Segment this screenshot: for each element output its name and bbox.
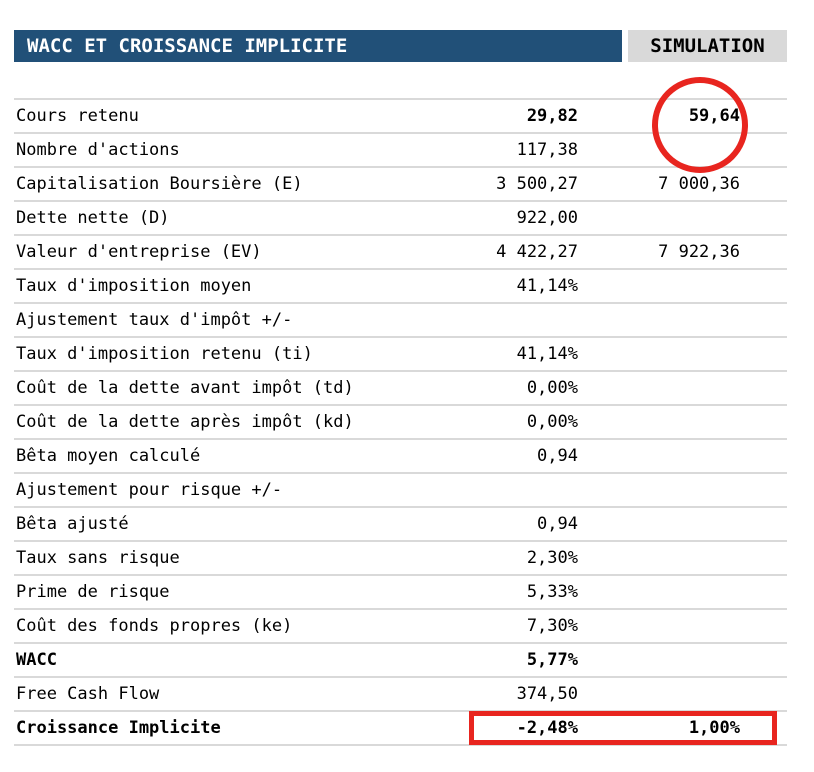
value-cell[interactable]: 2,30% xyxy=(526,548,578,568)
table-row-prime-de-risque: Prime de risque 5,33% xyxy=(14,574,787,608)
value-cell[interactable]: 4 422,27 xyxy=(496,242,578,262)
table-row-wacc: WACC 5,77% xyxy=(14,642,787,676)
row-label[interactable]: Coût des fonds propres (ke) xyxy=(16,616,293,636)
value-cell[interactable]: 41,14% xyxy=(516,344,578,364)
value-cell[interactable]: 374,50 xyxy=(516,684,578,704)
simulation-cell[interactable] xyxy=(622,338,787,370)
row-label[interactable]: Free Cash Flow xyxy=(16,684,160,704)
simulation-cell[interactable] xyxy=(622,644,787,676)
simulation-cell[interactable] xyxy=(622,576,787,608)
section-title[interactable]: WACC ET CROISSANCE IMPLICITE xyxy=(14,30,622,62)
header-spacer xyxy=(14,62,787,98)
row-label[interactable]: Taux sans risque xyxy=(16,548,180,568)
value-cell[interactable]: 0,00% xyxy=(526,378,578,398)
table-row-croissance-implicite: Croissance Implicite -2,48% 1,00% xyxy=(14,710,787,746)
table-row-nombre-actions: Nombre d'actions 117,38 xyxy=(14,132,787,166)
simulation-cell[interactable] xyxy=(622,406,787,438)
row-label[interactable]: Coût de la dette avant impôt (td) xyxy=(16,378,354,398)
row-label[interactable]: Prime de risque xyxy=(16,582,170,602)
row-label[interactable]: Ajustement pour risque +/- xyxy=(16,480,283,500)
table-row-cout-dette-avant-impot: Coût de la dette avant impôt (td) 0,00% xyxy=(14,370,787,404)
row-label[interactable]: Dette nette (D) xyxy=(16,208,170,228)
table-row-taux-imposition-moyen: Taux d'imposition moyen 41,14% xyxy=(14,268,787,302)
table-row-ajustement-taux-impot: Ajustement taux d'impôt +/- xyxy=(14,302,787,336)
value-cell[interactable] xyxy=(442,304,622,336)
row-label[interactable]: Cours retenu xyxy=(16,106,139,126)
row-label[interactable]: Taux d'imposition retenu (ti) xyxy=(16,344,313,364)
table-row-ajustement-risque: Ajustement pour risque +/- xyxy=(14,472,787,506)
table-row-free-cash-flow: Free Cash Flow 374,50 xyxy=(14,676,787,710)
simulation-column-header[interactable]: SIMULATION xyxy=(628,30,787,62)
value-cell[interactable]: 0,94 xyxy=(537,446,578,466)
table-row-cours-retenu: Cours retenu 29,82 59,64 xyxy=(14,98,787,132)
row-label[interactable]: WACC xyxy=(16,650,57,670)
simulation-cell[interactable] xyxy=(622,542,787,574)
table-row-beta-ajuste: Bêta ajusté 0,94 xyxy=(14,506,787,540)
value-cell[interactable]: -2,48% xyxy=(516,718,578,738)
value-cell[interactable]: 5,77% xyxy=(526,650,578,670)
row-label[interactable]: Bêta ajusté xyxy=(16,514,129,534)
value-cell[interactable] xyxy=(442,474,622,506)
simulation-cell[interactable] xyxy=(622,304,787,336)
simulation-cell[interactable] xyxy=(622,678,787,710)
value-cell[interactable]: 922,00 xyxy=(516,208,578,228)
simulation-cell[interactable] xyxy=(622,372,787,404)
header-row: WACC ET CROISSANCE IMPLICITE SIMULATION xyxy=(14,30,787,62)
table-body: Cours retenu 29,82 59,64 Nombre d'action… xyxy=(14,98,787,746)
table-row-cout-fonds-propres: Coût des fonds propres (ke) 7,30% xyxy=(14,608,787,642)
table-row-dette-nette: Dette nette (D) 922,00 xyxy=(14,200,787,234)
value-cell[interactable]: 0,00% xyxy=(526,412,578,432)
simulation-cell[interactable] xyxy=(622,610,787,642)
row-label[interactable]: Capitalisation Boursière (E) xyxy=(16,174,303,194)
table-row-beta-moyen: Bêta moyen calculé 0,94 xyxy=(14,438,787,472)
value-cell[interactable]: 3 500,27 xyxy=(496,174,578,194)
table-row-capitalisation-boursiere: Capitalisation Boursière (E) 3 500,27 7 … xyxy=(14,166,787,200)
value-cell[interactable]: 5,33% xyxy=(526,582,578,602)
simulation-cell[interactable]: 7 000,36 xyxy=(658,174,740,194)
simulation-cell[interactable] xyxy=(622,508,787,540)
table-row-valeur-entreprise: Valeur d'entreprise (EV) 4 422,27 7 922,… xyxy=(14,234,787,268)
value-cell[interactable]: 7,30% xyxy=(526,616,578,636)
table-row-cout-dette-apres-impot: Coût de la dette après impôt (kd) 0,00% xyxy=(14,404,787,438)
row-label[interactable]: Bêta moyen calculé xyxy=(16,446,201,466)
table-row-taux-imposition-retenu: Taux d'imposition retenu (ti) 41,14% xyxy=(14,336,787,370)
simulation-cell[interactable] xyxy=(622,270,787,302)
row-label[interactable]: Nombre d'actions xyxy=(16,140,180,160)
row-label[interactable]: Coût de la dette après impôt (kd) xyxy=(16,412,354,432)
value-cell[interactable]: 29,82 xyxy=(526,106,578,126)
row-label[interactable]: Croissance Implicite xyxy=(16,718,221,738)
simulation-cell[interactable] xyxy=(622,440,787,472)
simulation-cell[interactable] xyxy=(622,134,787,166)
value-cell[interactable]: 0,94 xyxy=(537,514,578,534)
simulation-cell[interactable]: 7 922,36 xyxy=(658,242,740,262)
simulation-cell[interactable] xyxy=(622,474,787,506)
row-label[interactable]: Ajustement taux d'impôt +/- xyxy=(16,310,293,330)
value-cell[interactable]: 41,14% xyxy=(516,276,578,296)
simulation-cell[interactable] xyxy=(622,202,787,234)
table-row-taux-sans-risque: Taux sans risque 2,30% xyxy=(14,540,787,574)
row-label[interactable]: Valeur d'entreprise (EV) xyxy=(16,242,262,262)
worksheet: WACC ET CROISSANCE IMPLICITE SIMULATION … xyxy=(14,30,787,746)
row-label[interactable]: Taux d'imposition moyen xyxy=(16,276,252,296)
simulation-cell[interactable]: 1,00% xyxy=(688,718,740,738)
value-cell[interactable]: 117,38 xyxy=(516,140,578,160)
simulation-cell[interactable]: 59,64 xyxy=(688,106,740,126)
